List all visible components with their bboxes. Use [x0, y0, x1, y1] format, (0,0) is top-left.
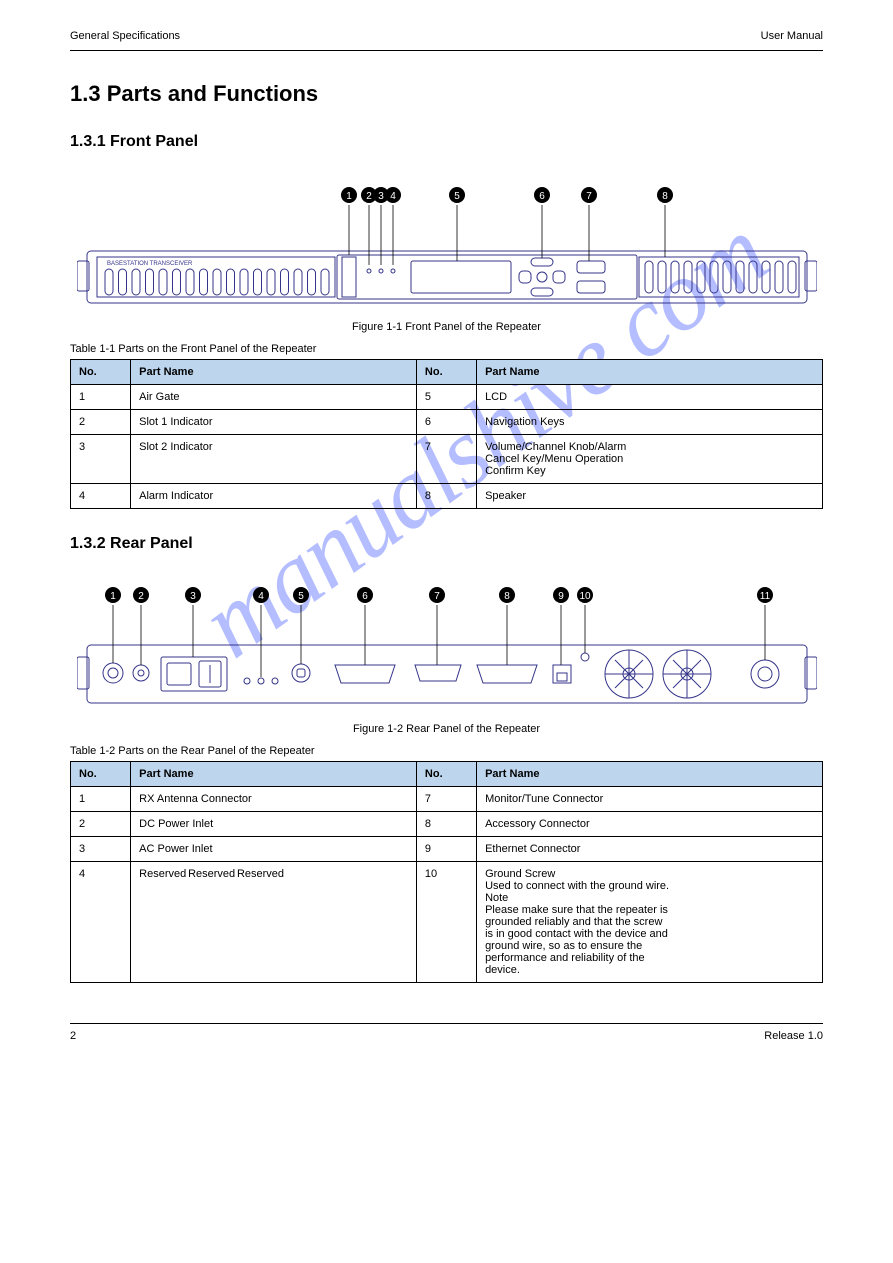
- svg-text:4: 4: [390, 191, 396, 202]
- section-title: 1.3 Parts and Functions: [70, 81, 823, 107]
- rear-panel-diagram: 1 2 3 4 5 6 7 8 9 10 11: [77, 567, 817, 717]
- footer-left: 2: [70, 1030, 76, 1042]
- table-row: 4Alarm Indicator8Speaker: [71, 484, 823, 509]
- table-cell: 8: [416, 484, 476, 509]
- svg-text:7: 7: [434, 591, 440, 602]
- table-cell: 1: [71, 787, 131, 812]
- column-header: Part Name: [131, 360, 417, 385]
- table-cell: Reserved Reserved Reserved: [131, 862, 417, 983]
- table-cell: 4: [71, 484, 131, 509]
- svg-text:4: 4: [258, 591, 264, 602]
- column-header: Part Name: [131, 762, 417, 787]
- table-cell: 2: [71, 812, 131, 837]
- table-cell: Air Gate: [131, 385, 417, 410]
- table-row: 2DC Power Inlet8Accessory Connector: [71, 812, 823, 837]
- table-cell: Monitor/Tune Connector: [477, 787, 823, 812]
- table-cell: 9: [416, 837, 476, 862]
- table-cell: Ethernet Connector: [477, 837, 823, 862]
- table-cell: Volume/Channel Knob/AlarmCancel Key/Menu…: [477, 435, 823, 484]
- svg-text:2: 2: [138, 591, 144, 602]
- table-cell: Ground ScrewUsed to connect with the gro…: [477, 862, 823, 983]
- table-cell: 10: [416, 862, 476, 983]
- svg-text:8: 8: [504, 591, 510, 602]
- svg-text:11: 11: [759, 591, 770, 602]
- table-cell: AC Power Inlet: [131, 837, 417, 862]
- svg-text:10: 10: [579, 591, 591, 602]
- table-cell: 4: [71, 862, 131, 983]
- rear-panel-table: No.Part NameNo.Part Name 1RX Antenna Con…: [70, 761, 823, 983]
- svg-text:5: 5: [454, 191, 460, 202]
- front-panel-heading: 1.3.1 Front Panel: [70, 133, 823, 151]
- rear-figure-caption: Figure 1-2 Rear Panel of the Repeater: [70, 723, 823, 735]
- rear-table-caption: Table 1-2 Parts on the Rear Panel of the…: [70, 745, 823, 757]
- table-row: 1Air Gate5LCD: [71, 385, 823, 410]
- svg-text:8: 8: [662, 191, 668, 202]
- table-row: 4Reserved Reserved Reserved10Ground Scre…: [71, 862, 823, 983]
- header-right: User Manual: [761, 30, 823, 42]
- table-cell: Slot 2 Indicator: [131, 435, 417, 484]
- svg-text:6: 6: [362, 591, 368, 602]
- column-header: No.: [71, 360, 131, 385]
- column-header: No.: [416, 360, 476, 385]
- table-cell: Speaker: [477, 484, 823, 509]
- front-panel-diagram: BASESTATION TRANSCEIVER: [77, 165, 817, 315]
- svg-text:6: 6: [539, 191, 545, 202]
- table-cell: 6: [416, 410, 476, 435]
- table-row: 1RX Antenna Connector7Monitor/Tune Conne…: [71, 787, 823, 812]
- table-row: 3AC Power Inlet9Ethernet Connector: [71, 837, 823, 862]
- svg-text:3: 3: [378, 191, 384, 202]
- front-panel-table: No.Part NameNo.Part Name 1Air Gate5LCD2S…: [70, 359, 823, 509]
- svg-text:7: 7: [586, 191, 592, 202]
- table-cell: 7: [416, 787, 476, 812]
- column-header: Part Name: [477, 360, 823, 385]
- header-left: General Specifications: [70, 30, 180, 42]
- table-cell: 7: [416, 435, 476, 484]
- svg-text:3: 3: [190, 591, 196, 602]
- table-cell: RX Antenna Connector: [131, 787, 417, 812]
- rear-panel-heading: 1.3.2 Rear Panel: [70, 535, 823, 553]
- table-cell: 3: [71, 435, 131, 484]
- svg-text:1: 1: [110, 591, 116, 602]
- table-cell: 3: [71, 837, 131, 862]
- footer-right: Release 1.0: [764, 1030, 823, 1042]
- table-cell: 8: [416, 812, 476, 837]
- svg-text:2: 2: [366, 191, 372, 202]
- table-cell: LCD: [477, 385, 823, 410]
- table-cell: DC Power Inlet: [131, 812, 417, 837]
- table-row: 3Slot 2 Indicator7Volume/Channel Knob/Al…: [71, 435, 823, 484]
- front-table-caption: Table 1-1 Parts on the Front Panel of th…: [70, 343, 823, 355]
- page-header: General Specifications User Manual: [70, 30, 823, 51]
- table-cell: Navigation Keys: [477, 410, 823, 435]
- svg-text:9: 9: [558, 591, 564, 602]
- front-figure-caption: Figure 1-1 Front Panel of the Repeater: [70, 321, 823, 333]
- column-header: Part Name: [477, 762, 823, 787]
- svg-text:1: 1: [346, 191, 352, 202]
- table-cell: 2: [71, 410, 131, 435]
- svg-text:BASESTATION TRANSCEIVER: BASESTATION TRANSCEIVER: [107, 261, 193, 267]
- table-cell: Alarm Indicator: [131, 484, 417, 509]
- column-header: No.: [416, 762, 476, 787]
- column-header: No.: [71, 762, 131, 787]
- page-footer: 2 Release 1.0: [70, 1023, 823, 1042]
- table-cell: Slot 1 Indicator: [131, 410, 417, 435]
- svg-text:5: 5: [298, 591, 304, 602]
- table-cell: 1: [71, 385, 131, 410]
- table-row: 2Slot 1 Indicator6Navigation Keys: [71, 410, 823, 435]
- table-cell: Accessory Connector: [477, 812, 823, 837]
- table-cell: 5: [416, 385, 476, 410]
